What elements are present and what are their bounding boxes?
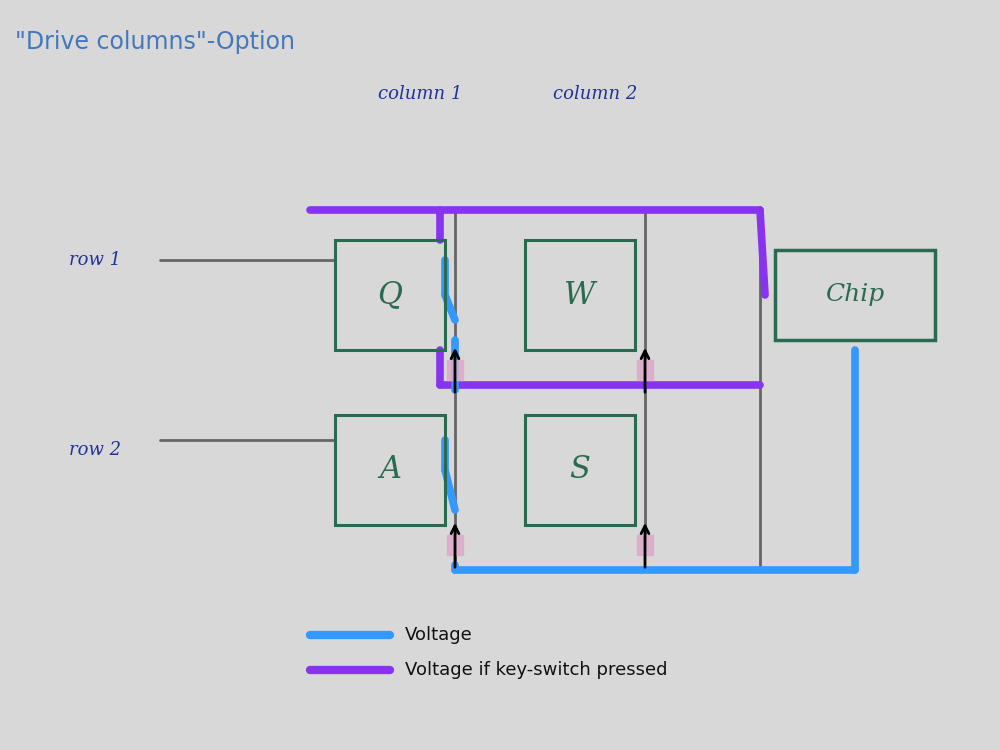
Text: row 1: row 1 bbox=[69, 251, 121, 269]
Bar bbox=[525, 415, 635, 525]
Text: row 2: row 2 bbox=[69, 441, 121, 459]
Text: column 1: column 1 bbox=[378, 85, 462, 103]
Text: S: S bbox=[570, 454, 590, 485]
Text: Chip: Chip bbox=[825, 284, 885, 307]
Text: A: A bbox=[379, 454, 401, 485]
Bar bbox=[335, 240, 445, 350]
Bar bbox=[447, 360, 463, 380]
Text: Voltage if key-switch pressed: Voltage if key-switch pressed bbox=[405, 661, 668, 679]
Bar bbox=[525, 240, 635, 350]
Bar bbox=[775, 250, 935, 340]
Bar bbox=[447, 535, 463, 555]
Bar bbox=[335, 415, 445, 525]
Text: column 2: column 2 bbox=[553, 85, 637, 103]
Text: Q: Q bbox=[378, 280, 402, 310]
Text: Voltage: Voltage bbox=[405, 626, 473, 644]
Bar bbox=[637, 535, 653, 555]
Bar bbox=[637, 360, 653, 380]
Text: W: W bbox=[564, 280, 596, 310]
Text: "Drive columns"-Option: "Drive columns"-Option bbox=[15, 30, 295, 54]
